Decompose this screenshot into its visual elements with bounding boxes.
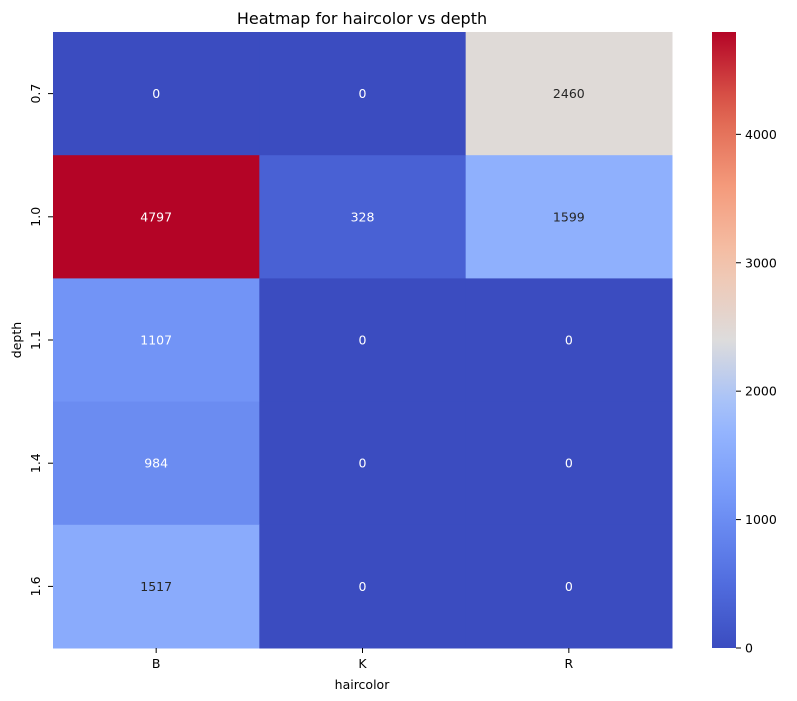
- cell-value-label: 1107: [140, 333, 172, 348]
- heatmap-cell: [465, 524, 673, 649]
- heatmap-cell: [465, 401, 673, 526]
- heatmap-cell: [259, 278, 467, 403]
- cell-value-label: 328: [351, 209, 375, 224]
- x-tick-label: K: [358, 656, 367, 671]
- heatmap-cells: [53, 32, 673, 649]
- cell-value-label: 984: [144, 456, 168, 471]
- heatmap-cell: [465, 32, 673, 156]
- chart-title: Heatmap for haircolor vs depth: [237, 9, 487, 28]
- colorbar-tick-label: 0: [745, 641, 753, 656]
- cell-value-label: 0: [359, 333, 367, 348]
- cell-value-label: 0: [565, 333, 573, 348]
- colorbar-ticks: 0 1000 2000 3000 4000: [736, 127, 777, 656]
- cell-value-label: 0: [359, 579, 367, 594]
- heatmap-cell: [259, 155, 467, 279]
- y-tick-label: 1.4: [28, 453, 43, 473]
- x-tick-label: R: [564, 656, 573, 671]
- cell-value-label: 0: [359, 456, 367, 471]
- heatmap-cell: [53, 155, 260, 279]
- heatmap-cell-labels: 0 0 2460 4797 328 1599 1107 0 0 984 0 0 1517 0 0: [140, 86, 585, 594]
- heatmap-cell: [259, 524, 467, 649]
- cell-value-label: 0: [152, 86, 160, 101]
- cell-value-label: 1599: [553, 209, 585, 224]
- colorbar-tick-label: 4000: [745, 127, 777, 142]
- heatmap-cell: [53, 401, 260, 526]
- colorbar-tick-label: 3000: [745, 255, 777, 270]
- cell-value-label: 0: [359, 86, 367, 101]
- heatmap-cell: [465, 278, 673, 403]
- cell-value-label: 0: [565, 456, 573, 471]
- y-tick-label: 1.6: [28, 576, 43, 596]
- colorbar-tick-label: 2000: [745, 384, 777, 399]
- heatmap-cell: [259, 401, 467, 526]
- colorbar: [712, 32, 736, 648]
- heatmap-cell: [53, 32, 260, 156]
- y-axis: 0.7 1.0 1.1 1.4 1.6: [28, 84, 53, 596]
- y-tick-label: 0.7: [28, 84, 43, 104]
- cell-value-label: 4797: [140, 209, 172, 224]
- cell-value-label: 2460: [553, 86, 585, 101]
- cell-value-label: 0: [565, 579, 573, 594]
- x-axis-label: haircolor: [335, 677, 391, 692]
- y-tick-label: 1.1: [28, 330, 43, 350]
- x-tick-label: B: [152, 656, 161, 671]
- heatmap-cell: [53, 524, 260, 649]
- colorbar-tick-label: 1000: [745, 512, 777, 527]
- cell-value-label: 1517: [140, 579, 172, 594]
- y-tick-label: 1.0: [28, 207, 43, 227]
- heatmap-cell: [53, 278, 260, 403]
- y-axis-label: depth: [9, 322, 24, 358]
- heatmap-cell: [465, 155, 673, 279]
- heatmap-cell: [259, 32, 467, 156]
